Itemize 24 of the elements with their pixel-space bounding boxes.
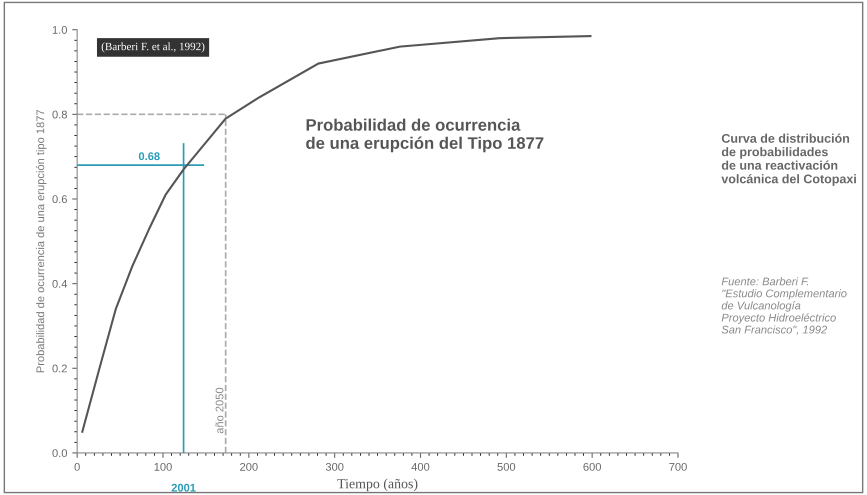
y-tick-label: 0.4 (52, 280, 68, 288)
y-tick-label: 1.0 (52, 26, 68, 34)
y-tick-label: 0.8 (52, 110, 67, 118)
x-tick-label: 100 (154, 462, 172, 471)
x-tick-label: 600 (583, 462, 601, 471)
x-tick-label: 700 (669, 462, 687, 471)
line-series (81, 35, 592, 433)
text: Curva de distribución de probabilidades de una reactivación volcánica del Cotopaxi (721, 134, 856, 186)
x-tick-label: 300 (326, 462, 344, 471)
x-tick-label: 400 (411, 462, 430, 471)
ref-line-label: 0.68 (138, 152, 160, 160)
source-note: Fuente: Barberi F. "Estudio Complementario de Vulcanología Proyecto Hidroeléctrico San Francisco", 1992 (722, 277, 847, 335)
y-tick-label: 0.2 (52, 364, 67, 372)
x-tick-label: 200 (240, 462, 258, 471)
annotation: año 2050 (215, 388, 224, 434)
y-axis-title: Probabilidad de ocurrencia de una erupción tipo 1877 (36, 110, 46, 372)
text: Probabilidad de ocurrencia de una erupción del Tipo 1877 (306, 118, 544, 152)
annotation: (Barberi F. et al., 1992) (102, 42, 204, 52)
x-tick-label: 0 (74, 462, 80, 471)
x-axis-title: Tiempo (años) (337, 478, 418, 492)
y-tick-label: 0.0 (52, 449, 68, 458)
x-tick-label: 500 (498, 462, 516, 471)
y-tick-label: 0.6 (52, 195, 67, 204)
annotation: 2001 (172, 484, 196, 492)
